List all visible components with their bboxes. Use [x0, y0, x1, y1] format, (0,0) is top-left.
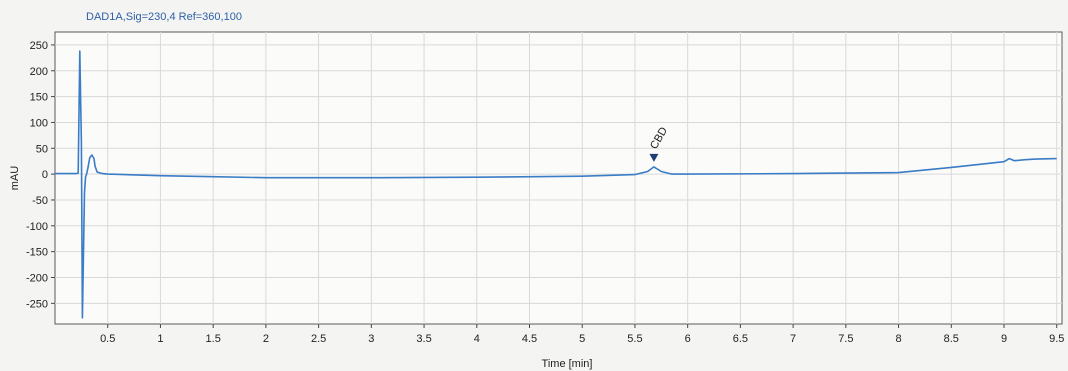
- x-tick-label: 8.5: [944, 333, 959, 345]
- y-tick-label: -50: [32, 195, 48, 207]
- peak-marker: [649, 153, 659, 162]
- x-tick-label: 6.5: [733, 333, 748, 345]
- x-tick-label: 7: [790, 333, 796, 345]
- x-tick-label: 1.5: [206, 333, 221, 345]
- plot-area: [54, 31, 1063, 325]
- x-tick-label: 3.5: [416, 333, 431, 345]
- y-tick-label: -250: [26, 298, 48, 310]
- x-tick-label: 3: [368, 333, 374, 345]
- series-layer: [55, 50, 1057, 319]
- x-tick-label: 6: [685, 333, 691, 345]
- x-tick-label: 1: [157, 333, 163, 345]
- x-tick-label: 4: [474, 333, 480, 345]
- y-tick-label: -200: [26, 272, 48, 284]
- y-tick-label: 50: [36, 143, 48, 155]
- x-tick-label: 9: [1001, 333, 1007, 345]
- x-tick-label: 2: [263, 333, 269, 345]
- x-tick-label: 2.5: [311, 333, 326, 345]
- x-tick-label: 8: [895, 333, 901, 345]
- x-tick-label: 0.5: [100, 333, 115, 345]
- signal-label: DAD1A,Sig=230,4 Ref=360,100: [86, 11, 242, 23]
- y-tick-label: -150: [26, 247, 48, 259]
- chromatogram-trace: [55, 50, 1057, 319]
- x-tick-label: 7.5: [838, 333, 853, 345]
- x-tick-label: 9.5: [1049, 333, 1064, 345]
- x-tick-label: 5: [579, 333, 585, 345]
- x-tick-label: 4.5: [522, 333, 537, 345]
- grid: [55, 32, 1062, 324]
- y-tick-label: 0: [42, 169, 48, 181]
- y-tick-label: 100: [30, 117, 48, 129]
- x-tick-label: 5.5: [627, 333, 642, 345]
- y-tick-label: 250: [30, 40, 48, 52]
- x-axis-title: Time [min]: [542, 358, 593, 370]
- y-tick-label: -100: [26, 221, 48, 233]
- y-tick-label: 150: [30, 92, 48, 104]
- y-axis-title: mAU: [9, 166, 21, 191]
- axes: 0.5 1 1.5 2 2.5 3 3.5 4 4.5 5 5.5 6 6.5 7 7.5 8 8.5 9 9.5 -…: [26, 40, 1064, 345]
- y-tick-label: 200: [30, 66, 48, 78]
